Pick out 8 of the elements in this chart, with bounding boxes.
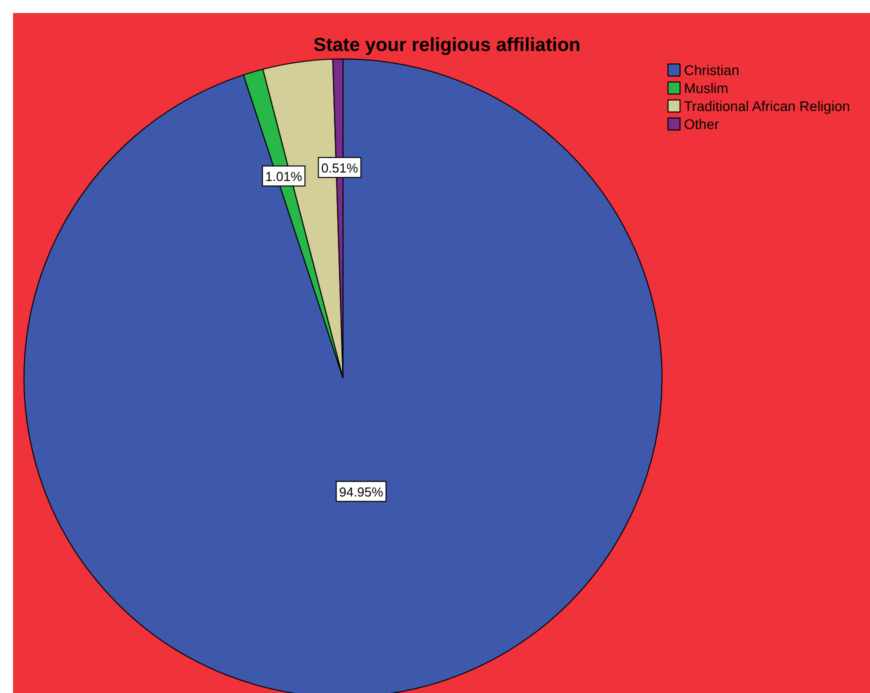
data-label: 0.51%: [321, 160, 358, 176]
legend-label: Muslim: [684, 80, 728, 96]
legend-label: Other: [684, 116, 720, 132]
chart-title: State your religious affiliation: [313, 35, 581, 56]
legend-label: Christian: [684, 62, 740, 78]
legend-label: Traditional African Religion: [684, 98, 850, 114]
data-label: 1.01%: [265, 168, 303, 184]
data-label: 94.95%: [339, 484, 384, 500]
